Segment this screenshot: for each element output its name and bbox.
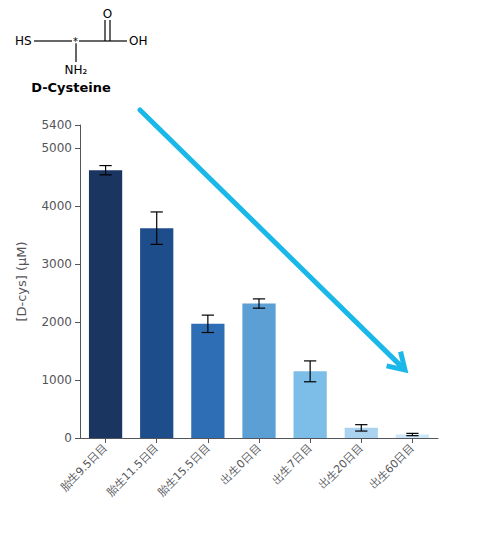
svg-text:出生20日目: 出生20日目 — [316, 441, 366, 491]
svg-text:D-Cysteine: D-Cysteine — [31, 80, 111, 95]
svg-text:HS: HS — [15, 34, 32, 48]
svg-text:5000: 5000 — [41, 141, 72, 155]
svg-text:出生60日目: 出生60日目 — [367, 441, 417, 491]
svg-text:4000: 4000 — [41, 199, 72, 213]
svg-text:胎生9.5日目: 胎生9.5日目 — [57, 441, 110, 494]
svg-text:O: O — [103, 7, 112, 21]
svg-text:5400: 5400 — [41, 118, 72, 132]
svg-text:胎生11.5日目: 胎生11.5日目 — [104, 441, 162, 499]
svg-text:*: * — [73, 36, 78, 47]
svg-text:3000: 3000 — [41, 257, 72, 271]
svg-text:0: 0 — [64, 431, 72, 445]
svg-text:NH₂: NH₂ — [65, 63, 88, 77]
svg-text:胎生15.5日目: 胎生15.5日目 — [155, 441, 213, 499]
svg-text:OH: OH — [129, 34, 147, 48]
svg-text:出生7日目: 出生7日目 — [269, 441, 314, 486]
svg-text:出生0日目: 出生0日目 — [218, 441, 263, 486]
svg-text:2000: 2000 — [41, 315, 72, 329]
svg-text:[D-cys] (μM): [D-cys] (μM) — [14, 241, 29, 321]
svg-text:1000: 1000 — [41, 373, 72, 387]
